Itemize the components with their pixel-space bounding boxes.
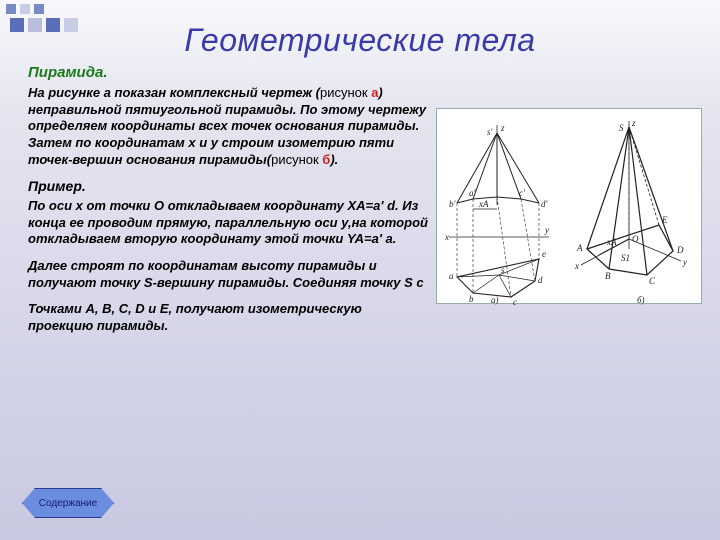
text-column: Пирамида. На рисунке а показан комплексн… <box>28 64 428 345</box>
svg-text:а): а) <box>491 295 499 305</box>
svg-text:O: O <box>632 234 639 244</box>
paragraph-3: Далее строят по координатам высоту пирам… <box>28 258 428 291</box>
paragraph-1: На рисунке а показан комплексный чертеж … <box>28 85 428 168</box>
svg-text:xA: xA <box>478 199 489 209</box>
svg-text:A: A <box>576 243 583 253</box>
svg-text:c: c <box>513 297 517 305</box>
corner-deco <box>0 0 140 40</box>
pyramid-svg: z s' b' a' c' d' x y xA s a b c d e а) z x y O SxA S1 A B C D Eб) <box>437 109 703 305</box>
svg-text:D: D <box>676 245 684 255</box>
svg-text:xA: xA <box>606 237 617 247</box>
svg-text:b: b <box>469 294 474 304</box>
svg-text:E: E <box>661 215 668 225</box>
p1-b: рисунок <box>320 85 371 100</box>
svg-text:y: y <box>682 257 687 267</box>
svg-text:S: S <box>619 123 624 133</box>
p1-a: На рисунке а показан комплексный чертеж … <box>28 85 320 100</box>
svg-text:y: y <box>544 225 549 235</box>
svg-text:C: C <box>649 276 656 286</box>
svg-text:x: x <box>444 232 449 242</box>
svg-text:z: z <box>500 123 505 133</box>
svg-text:d: d <box>538 275 543 285</box>
paragraph-4: Точками А, В, С, D и Е, получают изометр… <box>28 301 428 334</box>
svg-text:a: a <box>449 271 454 281</box>
contents-label: Содержание <box>39 498 97 509</box>
contents-button[interactable]: Содержание <box>22 488 114 518</box>
svg-text:б): б) <box>637 295 645 305</box>
svg-text:x: x <box>574 261 579 271</box>
example-heading: Пример. <box>28 178 428 194</box>
svg-text:c': c' <box>519 188 526 198</box>
svg-text:b': b' <box>449 199 457 209</box>
svg-text:a': a' <box>469 188 477 198</box>
svg-text:d': d' <box>541 199 549 209</box>
svg-text:s: s <box>501 265 505 275</box>
pyramid-figure: z s' b' a' c' d' x y xA s a b c d e а) z x y O SxA S1 A B C D Eб) <box>436 108 702 304</box>
paragraph-2: По оси х от точки О откладываем координа… <box>28 198 428 248</box>
svg-text:s': s' <box>487 127 494 137</box>
svg-text:e: e <box>542 249 546 259</box>
p1-e: рисунок <box>271 152 322 167</box>
svg-text:z: z <box>631 118 636 128</box>
svg-text:B: B <box>605 271 611 281</box>
p1-g: ). <box>330 152 338 167</box>
svg-text:S1: S1 <box>621 253 630 263</box>
subheading: Пирамида. <box>28 64 428 81</box>
